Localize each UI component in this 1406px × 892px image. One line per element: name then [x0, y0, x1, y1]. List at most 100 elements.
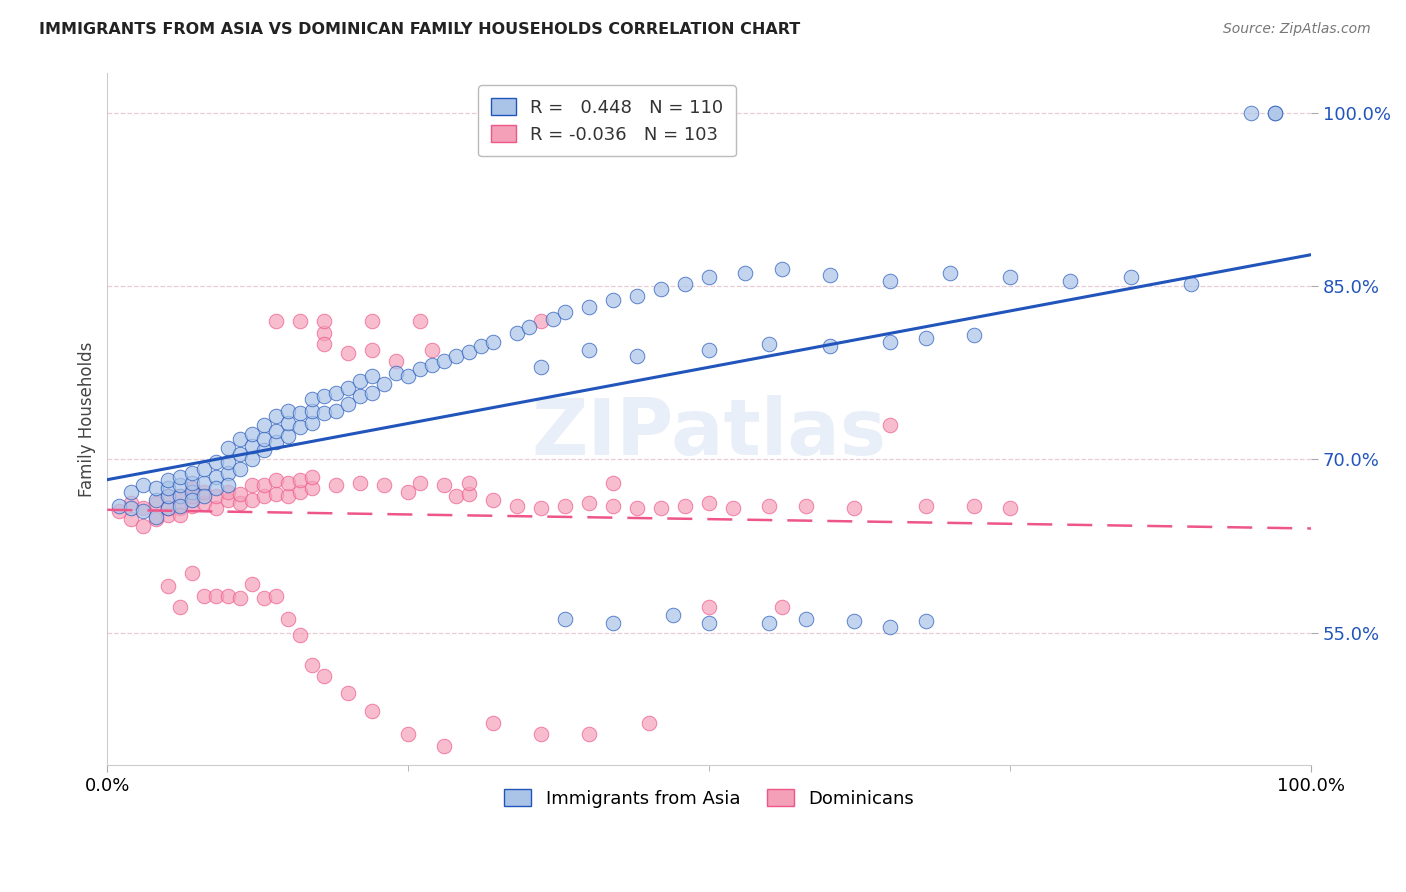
Point: [325, 404, 347, 418]
Point: [156, 489, 179, 503]
Point: [264, 589, 287, 603]
Point: [132, 519, 155, 533]
Point: [673, 277, 696, 292]
Point: [193, 484, 215, 499]
Point: [481, 334, 503, 349]
Point: [578, 496, 600, 510]
Point: [361, 343, 384, 357]
Point: [264, 435, 287, 450]
Point: [915, 499, 938, 513]
Point: [120, 500, 142, 515]
Point: [145, 512, 167, 526]
Point: [180, 484, 202, 499]
Point: [325, 478, 347, 492]
Point: [361, 369, 384, 384]
Point: [288, 484, 311, 499]
Point: [229, 591, 252, 605]
Text: ZIPatlas: ZIPatlas: [531, 395, 887, 471]
Point: [915, 331, 938, 345]
Point: [842, 614, 865, 628]
Point: [108, 499, 131, 513]
Point: [361, 704, 384, 718]
Point: [1264, 106, 1286, 120]
Point: [180, 481, 202, 495]
Point: [337, 381, 360, 395]
Point: [626, 349, 648, 363]
Legend: Immigrants from Asia, Dominicans: Immigrants from Asia, Dominicans: [496, 781, 922, 815]
Point: [132, 504, 155, 518]
Point: [602, 475, 624, 490]
Point: [505, 326, 527, 340]
Point: [108, 504, 131, 518]
Point: [229, 432, 252, 446]
Point: [301, 481, 323, 495]
Point: [169, 470, 191, 484]
Point: [396, 727, 419, 741]
Point: [180, 489, 202, 503]
Point: [409, 475, 432, 490]
Point: [169, 499, 191, 513]
Point: [1059, 274, 1081, 288]
Point: [229, 447, 252, 461]
Point: [842, 500, 865, 515]
Point: [409, 314, 432, 328]
Point: [253, 443, 276, 458]
Point: [939, 266, 962, 280]
Point: [541, 311, 564, 326]
Point: [120, 484, 142, 499]
Point: [481, 715, 503, 730]
Point: [457, 487, 479, 501]
Point: [361, 314, 384, 328]
Point: [1240, 106, 1263, 120]
Point: [240, 492, 263, 507]
Point: [180, 492, 202, 507]
Point: [794, 499, 817, 513]
Point: [229, 461, 252, 475]
Point: [1180, 277, 1202, 292]
Point: [626, 288, 648, 302]
Point: [602, 499, 624, 513]
Point: [277, 475, 299, 490]
Point: [505, 499, 527, 513]
Point: [156, 500, 179, 515]
Point: [156, 473, 179, 487]
Point: [723, 500, 745, 515]
Point: [253, 489, 276, 503]
Point: [409, 362, 432, 376]
Point: [879, 620, 901, 634]
Point: [288, 420, 311, 434]
Point: [422, 343, 444, 357]
Point: [481, 492, 503, 507]
Point: [264, 424, 287, 438]
Point: [758, 337, 780, 351]
Point: [229, 487, 252, 501]
Point: [385, 354, 408, 368]
Point: [288, 314, 311, 328]
Point: [193, 461, 215, 475]
Point: [240, 439, 263, 453]
Point: [264, 314, 287, 328]
Point: [662, 608, 685, 623]
Point: [193, 475, 215, 490]
Point: [554, 305, 576, 319]
Point: [240, 577, 263, 591]
Point: [132, 478, 155, 492]
Point: [204, 500, 226, 515]
Point: [217, 492, 239, 507]
Point: [301, 470, 323, 484]
Point: [264, 409, 287, 423]
Point: [433, 354, 456, 368]
Point: [240, 478, 263, 492]
Point: [288, 406, 311, 420]
Point: [156, 481, 179, 495]
Point: [457, 475, 479, 490]
Point: [337, 685, 360, 699]
Point: [517, 319, 540, 334]
Point: [193, 589, 215, 603]
Point: [156, 500, 179, 515]
Point: [396, 369, 419, 384]
Text: Source: ZipAtlas.com: Source: ZipAtlas.com: [1223, 22, 1371, 37]
Point: [818, 339, 841, 353]
Point: [312, 337, 335, 351]
Point: [240, 452, 263, 467]
